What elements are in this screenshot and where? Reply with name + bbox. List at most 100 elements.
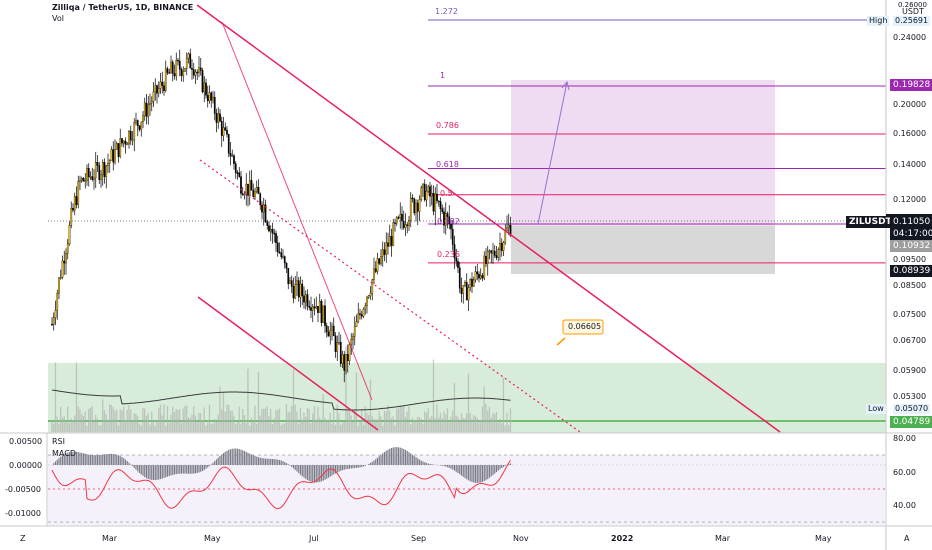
target-profit-zone[interactable] (511, 80, 775, 226)
macd-bar (89, 454, 92, 465)
candle-body (129, 130, 132, 141)
candle-body (455, 257, 458, 262)
candle-body (497, 249, 500, 258)
candle-body (66, 243, 69, 254)
zoom-corner-button[interactable]: Z (20, 534, 26, 543)
macd-bar (371, 461, 373, 465)
candle-body (458, 267, 461, 289)
candle-body (373, 268, 375, 280)
candle-body (59, 277, 62, 279)
fib-label: 0.786 (436, 121, 459, 130)
volume-bar (67, 406, 69, 432)
candle-body (210, 92, 213, 101)
candle-body (352, 336, 354, 340)
volume-bar (214, 419, 216, 432)
main-descending-trendline[interactable] (196, 4, 781, 433)
candle-body (52, 317, 55, 325)
volume-bar (315, 419, 317, 432)
volume-bar (487, 410, 489, 432)
candle-body (324, 305, 326, 326)
volume-bar (152, 419, 155, 432)
candle-body (122, 140, 125, 144)
volume-bar (210, 423, 212, 432)
price-axis-tick: 0.20000 (893, 100, 927, 109)
fib-label: 0.382 (437, 217, 460, 226)
macd-bar (312, 465, 314, 483)
volume-bar (439, 412, 442, 432)
fibonacci-lines[interactable] (428, 19, 886, 264)
stop-loss-zone[interactable] (511, 226, 775, 274)
candle-body (96, 162, 99, 166)
candle-body (147, 104, 150, 117)
volume-bar (72, 420, 74, 432)
volume-bar (506, 412, 508, 432)
candle-body (450, 223, 452, 230)
macd-bar (478, 465, 480, 483)
volume-bar (397, 408, 400, 432)
macd-bar (138, 465, 141, 474)
auto-scale-button[interactable]: A (904, 534, 910, 543)
candle-body (56, 292, 59, 311)
candle-body (250, 180, 253, 191)
candle-body (322, 305, 325, 323)
rsi-axis-tick: 40.00 (893, 501, 916, 510)
volume-bar (121, 410, 123, 432)
candle-body (390, 236, 393, 246)
lower-channel-line[interactable] (197, 296, 379, 431)
macd-bar (270, 458, 272, 465)
fib-label: 1 (440, 71, 446, 80)
volume-bar (58, 423, 60, 432)
macd-bar (81, 452, 83, 465)
macd-bar (508, 464, 510, 465)
volume-bar (184, 406, 186, 432)
volume-bar (156, 419, 158, 432)
volume-bar (509, 408, 512, 432)
volume-bar (285, 404, 288, 432)
macd-bar (403, 448, 405, 465)
macd-bar (84, 453, 86, 465)
macd-bar (182, 465, 184, 474)
candle-body (371, 279, 374, 294)
macd-bar (375, 459, 377, 465)
steep-trendline[interactable] (221, 21, 373, 401)
volume-bar (233, 415, 235, 432)
callout-box[interactable] (562, 319, 604, 335)
volume-bar (254, 405, 256, 432)
candle-body (275, 233, 277, 243)
volume-bar (96, 418, 99, 432)
macd-bar (354, 465, 356, 469)
candle-body (131, 139, 134, 142)
macd-bar (165, 465, 167, 478)
volume-bar (322, 394, 324, 432)
macd-bar (201, 465, 204, 471)
volume-bar (110, 405, 113, 432)
rsi-label: RSI (52, 437, 65, 446)
macd-bar (485, 465, 487, 481)
macd-bar (100, 454, 102, 465)
volume-ma-line (51, 389, 511, 411)
candle-body (336, 342, 339, 352)
macd-bar (327, 465, 330, 478)
candle-body (98, 165, 101, 180)
projection-arrow[interactable] (537, 81, 568, 225)
candle-body (112, 149, 115, 163)
candle-body (117, 143, 120, 157)
macd-bar (236, 448, 239, 465)
candle-body (252, 190, 255, 197)
candle-body (175, 60, 178, 77)
macd-bar (187, 465, 190, 474)
macd-bar (133, 465, 135, 468)
candle-body (215, 113, 218, 123)
macd-bar (394, 447, 396, 465)
candle-body (353, 326, 356, 337)
macd-bar (126, 461, 128, 465)
volume-bar (341, 422, 344, 432)
candle-body (121, 138, 123, 144)
candle-body (329, 329, 332, 337)
candle-body (297, 280, 300, 298)
volume-bar (249, 425, 251, 432)
macd-bar (268, 458, 270, 465)
candle-body (283, 256, 286, 264)
candle-body (465, 282, 468, 301)
